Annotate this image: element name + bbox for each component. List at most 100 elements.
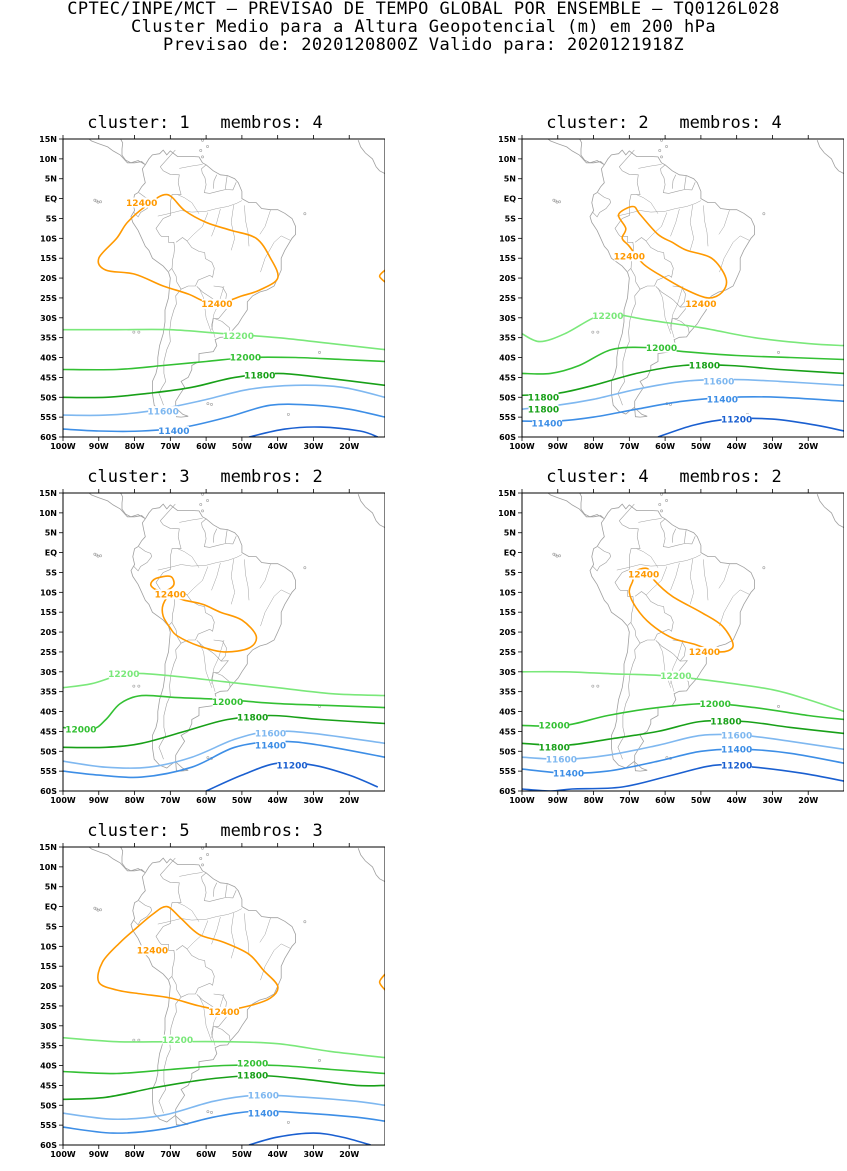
contour-label-bg — [539, 720, 570, 731]
contour-label-bg — [685, 298, 716, 309]
lon-label: 100W — [509, 796, 535, 805]
longitude-axis: 100W 90W 80W 70W 60W 50W 40W 30W 20W — [50, 135, 359, 451]
contour-11400 — [522, 395, 844, 423]
lon-label: 20W — [798, 442, 818, 451]
tierra-del-fuego-coastline — [175, 761, 189, 772]
island-marker — [206, 499, 209, 502]
lon-label: 60W — [196, 442, 216, 451]
lon-label: 70W — [160, 796, 180, 805]
island-marker — [552, 198, 556, 202]
contour-12400 — [628, 567, 734, 653]
contour-label-bg — [700, 698, 731, 709]
contour-12000 — [63, 356, 385, 371]
contour-label: 11400 — [721, 745, 752, 755]
country-border — [213, 174, 218, 189]
country-border — [171, 945, 215, 998]
lon-label: 30W — [303, 442, 323, 451]
lon-label: 100W — [509, 442, 535, 451]
lat-label: 55S — [40, 767, 57, 776]
river-line — [259, 918, 271, 943]
contour-label: 12200 — [592, 312, 623, 322]
lon-label: 50W — [232, 796, 252, 805]
lon-label: 50W — [232, 1150, 252, 1159]
lat-label: 50S — [40, 1101, 57, 1110]
lat-label: 50S — [499, 393, 516, 402]
island-marker — [591, 684, 595, 688]
island-marker — [206, 853, 209, 856]
panel-title: cluster: 4 membros: 2 — [546, 467, 782, 487]
coastline-group — [547, 139, 844, 418]
country-border — [213, 882, 218, 897]
map-plot: 1240012400122001200011800116001140015N10… — [39, 135, 385, 451]
contour-label: 11800 — [244, 372, 275, 382]
lat-label: 10S — [499, 234, 516, 243]
lat-label: 35S — [40, 1042, 57, 1051]
island-marker — [99, 200, 102, 204]
river-line — [211, 208, 221, 237]
island-marker — [210, 403, 213, 406]
country-border — [159, 857, 182, 924]
lat-label: 60S — [40, 433, 57, 442]
panel-title: cluster: 1 membros: 4 — [87, 113, 323, 133]
country-border — [618, 503, 641, 570]
island-marker — [201, 863, 204, 867]
island-marker — [96, 908, 100, 912]
contour-12200 — [63, 672, 385, 697]
contour-label-bg — [108, 668, 139, 679]
lon-label: 80W — [584, 796, 604, 805]
africa-coastline — [816, 494, 844, 528]
contour-label-bg — [276, 760, 307, 771]
country-border — [684, 529, 687, 544]
river-line — [645, 212, 668, 242]
island-marker — [93, 906, 97, 910]
coastline-group — [88, 139, 385, 418]
lat-label: 10S — [40, 942, 57, 951]
contour-12000 — [63, 694, 385, 731]
lat-label: 40S — [40, 708, 57, 717]
lat-label: 5N — [45, 529, 57, 538]
contour-group — [63, 193, 385, 437]
contour-12400 — [97, 193, 279, 304]
river-line — [616, 200, 702, 217]
lat-label: 50S — [40, 747, 57, 756]
country-border — [225, 175, 228, 190]
lat-label: 10N — [39, 863, 57, 872]
lat-label: 25S — [40, 648, 57, 657]
river-line — [670, 208, 680, 237]
lon-label: 40W — [268, 796, 288, 805]
island-marker — [286, 1120, 290, 1124]
contour-label: 12200 — [162, 1036, 193, 1046]
lon-label: 90W — [89, 796, 109, 805]
river-line — [259, 564, 271, 589]
contour-label: 11400 — [255, 742, 286, 752]
country-border — [159, 149, 182, 216]
lon-label: 80W — [125, 442, 145, 451]
panel-cluster-3: cluster: 3 membros: 2 12400 12200 12000 120… — [25, 467, 385, 807]
contour-label: 11600 — [546, 755, 577, 765]
lat-label: 15N — [39, 489, 57, 498]
lon-label: 80W — [125, 796, 145, 805]
plot-frame — [521, 138, 844, 438]
contour-label-bg — [126, 197, 157, 208]
central-america-pacific-coast — [547, 139, 605, 166]
header-line-1: CPTEC/INPE/MCT – PREVISAO DE TEMPO GLOBA… — [67, 0, 780, 19]
coastline-group — [547, 493, 844, 772]
tierra-del-fuego-coastline — [634, 761, 648, 772]
contour-label-bg — [660, 670, 691, 681]
lat-label: 15N — [39, 843, 57, 852]
river-line — [689, 558, 694, 605]
lat-label: 35S — [499, 688, 516, 697]
river-line — [157, 200, 243, 217]
contour-label: 11600 — [721, 732, 752, 742]
contour-label: 12400 — [155, 591, 186, 601]
longitude-axis: 100W 90W 80W 70W 60W 50W 40W 30W 20W — [50, 489, 359, 805]
contour-label: 11800 — [539, 743, 570, 753]
island-marker — [93, 198, 97, 202]
island-marker — [199, 503, 203, 506]
lat-label: 60S — [40, 1141, 57, 1150]
lat-label: 10S — [40, 588, 57, 597]
contour-label: 12200 — [223, 332, 254, 342]
contour-label: 11800 — [528, 405, 559, 415]
panel-title: cluster: 5 membros: 3 — [87, 821, 323, 841]
river-line — [703, 559, 709, 601]
